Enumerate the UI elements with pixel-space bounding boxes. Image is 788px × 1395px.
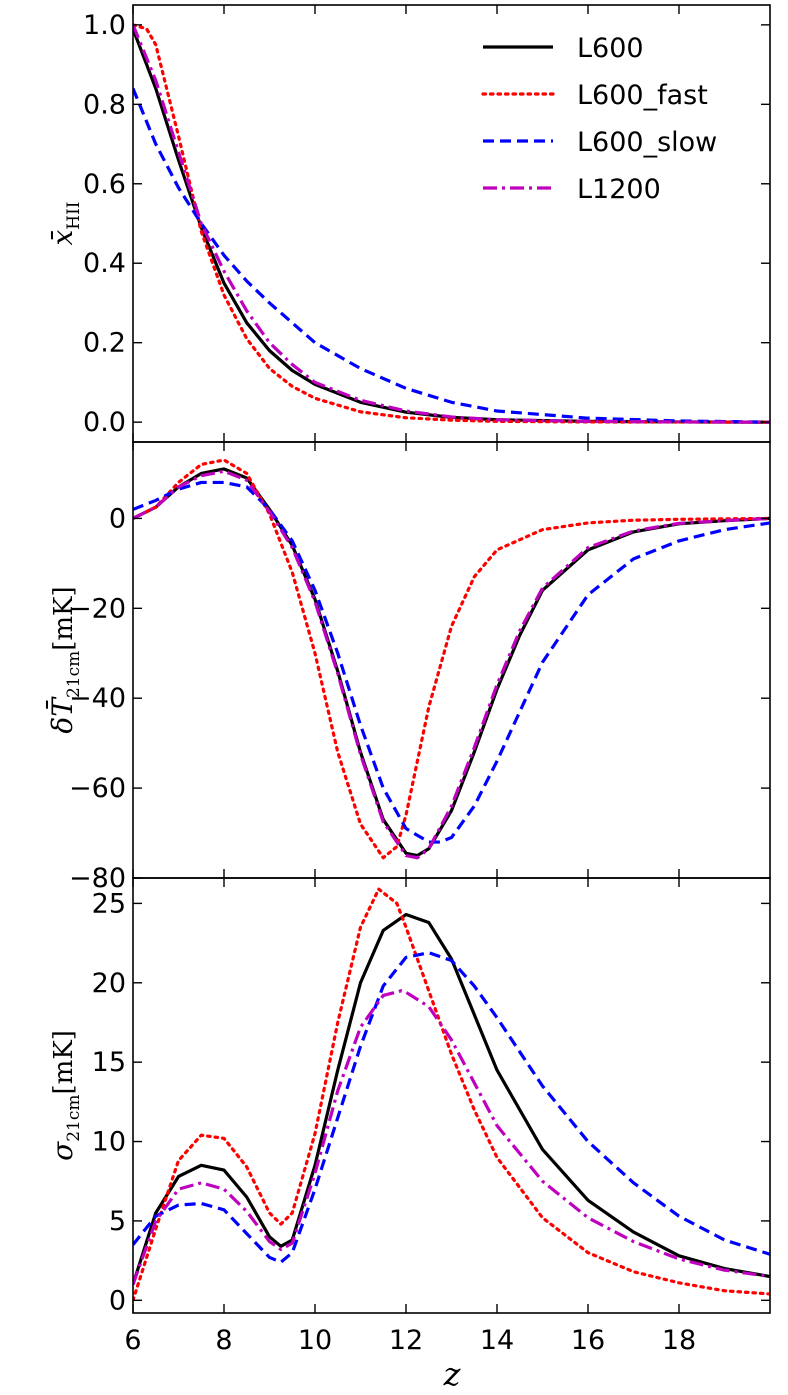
series-line-l1200 — [133, 989, 770, 1285]
y-tick-label: 15 — [92, 1047, 126, 1078]
x-tick-label: 14 — [480, 1325, 514, 1356]
x-tick-label: 10 — [298, 1325, 332, 1356]
legend-label: L1200 — [577, 174, 661, 205]
series-line-l600-slow — [133, 951, 770, 1264]
y-tick-label: 5 — [109, 1206, 126, 1237]
series-line-l600 — [133, 467, 770, 858]
y-axis-label: σ21cm[mK] — [46, 1030, 84, 1161]
x-tick-label: 16 — [571, 1325, 605, 1356]
legend-label: L600_fast — [577, 80, 708, 111]
legend: L600 L600_fast L600_slow L1200 — [481, 33, 717, 205]
series-line-l1200 — [133, 24, 770, 424]
x-tick-label: 12 — [389, 1325, 423, 1356]
legend-label: L600 — [577, 33, 644, 64]
legend-item: L600_slow — [483, 127, 717, 158]
y-tick-label: 0.0 — [83, 407, 126, 438]
y-tick-label: 0.2 — [83, 328, 126, 359]
panel-3: 6 8 10 12 14 16 18 0 5 10 15 20 25 σ21cm[mK] — [46, 877, 771, 1356]
plot-frame — [132, 4, 771, 443]
y-axis-label: x̄HII — [46, 201, 84, 245]
x-tick-label: 8 — [215, 1325, 232, 1356]
series-line-l1200 — [133, 469, 770, 860]
legend-item: L1200 — [483, 174, 661, 205]
series-line-l600-fast — [133, 458, 770, 860]
legend-item: L600 — [483, 33, 644, 64]
y-axis-label: δT̄21cm[mK] — [45, 586, 84, 733]
x-tick-label: 6 — [124, 1325, 141, 1356]
series-line-l600 — [133, 912, 770, 1285]
series-line-l600-slow — [133, 480, 770, 844]
y-tick-label: −20 — [69, 593, 126, 624]
y-tick-label: 25 — [92, 888, 126, 919]
y-tick-label: 0 — [109, 1285, 126, 1316]
y-tick-label: 0.6 — [83, 169, 126, 200]
y-tick-label: 0.4 — [83, 248, 126, 279]
x-axis-label: z — [443, 1355, 462, 1393]
plot-frame — [132, 877, 771, 1314]
y-tick-label: −60 — [69, 773, 126, 804]
y-tick-label: 0.8 — [83, 89, 126, 120]
legend-label: L600_slow — [577, 127, 717, 158]
y-tick-label: 1.0 — [83, 10, 126, 41]
series-line-l600-fast — [133, 23, 770, 424]
legend-item: L600_fast — [481, 80, 708, 111]
panel-1: 0.0 0.2 0.4 0.6 0.8 1.0 x̄HII — [46, 4, 771, 443]
y-tick-label: 10 — [92, 1127, 126, 1158]
y-tick-label: 20 — [92, 968, 126, 999]
series-line-l600-fast — [133, 887, 770, 1302]
panel-2: −80 −60 −40 −20 0 δT̄21cm[mK] — [45, 441, 771, 894]
y-tick-label: 0 — [109, 503, 126, 534]
y-tick-label: −80 — [69, 863, 126, 894]
x-tick-label: 18 — [662, 1325, 696, 1356]
y-tick-label: −40 — [69, 683, 126, 714]
